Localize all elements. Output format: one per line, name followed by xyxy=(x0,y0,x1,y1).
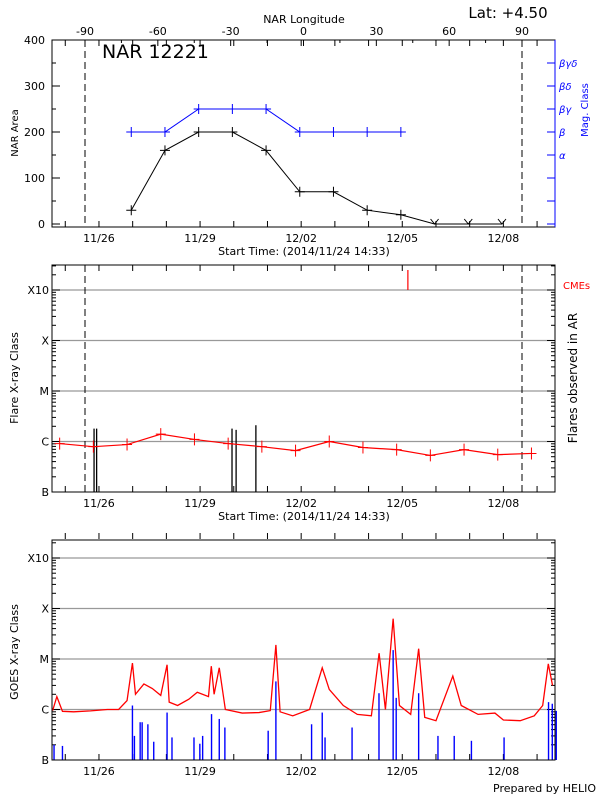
area-point xyxy=(193,127,204,137)
flare-level-point xyxy=(526,447,537,460)
flares-observed-axis-label: Flares observed in AR xyxy=(566,313,580,443)
mag-class-point xyxy=(328,127,339,137)
goes-panel-y-tick-label: M xyxy=(40,653,50,666)
area-y-tick-label: 0 xyxy=(38,218,45,231)
goes-panel-x-tick-label: 12/05 xyxy=(386,765,418,778)
area-point xyxy=(227,127,238,137)
goes-panel-y-tick-label: B xyxy=(41,754,49,767)
flare-panel-x-tick-label: 12/02 xyxy=(285,497,317,510)
goes-panel-y-tick-label: X xyxy=(41,603,49,616)
mag-class-axis-label: Mag. Class xyxy=(580,83,591,137)
flare-level-point xyxy=(54,437,65,450)
mag-class-tick-label: βγδ xyxy=(558,59,577,70)
goes-panel-y-tick-label: X10 xyxy=(27,552,49,565)
longitude-tick-label: -90 xyxy=(76,25,94,38)
area-point xyxy=(328,186,339,197)
longitude-tick-label: -60 xyxy=(149,25,167,38)
flare-level-point xyxy=(256,440,267,453)
mag-class-point xyxy=(395,127,406,137)
goes-panel-frame xyxy=(51,539,556,761)
area-panel-x-tick-label: 11/26 xyxy=(83,232,115,245)
goes-panel-x-tick-label: 11/26 xyxy=(83,765,115,778)
area-point xyxy=(362,205,373,216)
cme-legend-label: CMEs xyxy=(563,281,590,292)
mag-class-point xyxy=(294,127,305,137)
goes-panel-x-tick-label: 11/29 xyxy=(184,765,216,778)
mag-class-point xyxy=(227,104,238,114)
longitude-tick-label: -30 xyxy=(222,25,240,38)
flare-level-point xyxy=(223,437,234,450)
latitude-readout: Lat: +4.50 xyxy=(468,4,547,22)
area-y-axis-label: NAR Area xyxy=(10,109,21,156)
mag-class-tick-label: βδ xyxy=(558,82,572,93)
flare-panel-y-tick-label: M xyxy=(40,385,50,398)
longitude-tick-label: 90 xyxy=(515,25,529,38)
mag-class-tick-label: βγ xyxy=(558,105,572,116)
mag-class-point xyxy=(193,104,204,114)
flare-level-point xyxy=(357,441,368,454)
flare-panel-y-tick-label: B xyxy=(41,486,49,499)
region-title: NAR 12221 xyxy=(102,41,209,63)
flare-level-point xyxy=(425,449,436,462)
flare-level-point xyxy=(122,438,133,451)
goes-y-axis-label: GOES X-ray Class xyxy=(8,604,21,700)
flare-panel-x-tick-label: 11/29 xyxy=(184,497,216,510)
area-point-zero xyxy=(497,218,507,225)
longitude-axis-label: NAR Longitude xyxy=(263,13,345,26)
area-point xyxy=(159,145,170,156)
area-point xyxy=(294,186,305,197)
flare-level-point xyxy=(324,435,335,448)
area-line xyxy=(130,131,502,225)
flare-level-point xyxy=(155,428,166,441)
mag-class-point xyxy=(126,127,137,137)
area-point xyxy=(395,209,406,220)
flare-level-point xyxy=(459,443,470,456)
flare-panel-x-tick-label: 11/26 xyxy=(83,497,115,510)
goes-panel-x-tick-label: 12/02 xyxy=(285,765,317,778)
flare-level-point xyxy=(189,433,200,446)
flare-panel-x-tick-label: 12/08 xyxy=(488,497,520,510)
area-panel-x-tick-label: 12/08 xyxy=(488,232,520,245)
area-panel-x-tick-label: 12/05 xyxy=(386,232,418,245)
flare-y-axis-label: Flare X-ray Class xyxy=(8,332,21,424)
longitude-tick-label: 30 xyxy=(369,25,383,38)
flare-level-point xyxy=(391,443,402,456)
area-point xyxy=(126,205,137,216)
area-y-tick-label: 200 xyxy=(24,126,45,139)
longitude-tick-label: 0 xyxy=(300,25,307,38)
mag-class-point xyxy=(362,127,373,137)
longitude-tick-label: 60 xyxy=(442,25,456,38)
mag-class-point xyxy=(159,127,170,137)
flare-level-point xyxy=(492,448,503,461)
footer-credit: Prepared by HELIO xyxy=(493,782,596,795)
flare-panel-x-tick-label: 12/05 xyxy=(386,497,418,510)
flare-panel-y-tick-label: C xyxy=(41,436,49,449)
area-panel-x-tick-label: 12/02 xyxy=(285,232,317,245)
area-y-tick-label: 400 xyxy=(24,34,45,47)
flare-level-point xyxy=(88,440,99,453)
area-point-zero xyxy=(463,218,473,225)
goes-panel-x-tick-label: 12/08 xyxy=(488,765,520,778)
flare-panel-x-axis-label: Start Time: (2014/11/24 14:33) xyxy=(218,510,390,523)
mag-class-tick-label: α xyxy=(559,151,566,162)
flare-panel-y-tick-label: X10 xyxy=(27,284,49,297)
flare-level-point xyxy=(290,444,301,457)
flare-panel-frame xyxy=(51,264,556,493)
mag-class-tick-label: β xyxy=(558,128,566,139)
goes-flux-line xyxy=(52,618,554,722)
area-point-zero xyxy=(430,218,439,225)
area-y-tick-label: 300 xyxy=(24,80,45,93)
area-y-tick-label: 100 xyxy=(24,172,45,185)
mag-class-point xyxy=(261,104,272,114)
area-panel-x-tick-label: 11/29 xyxy=(184,232,216,245)
flare-panel-y-tick-label: X xyxy=(41,335,49,348)
goes-panel-y-tick-label: C xyxy=(41,704,49,717)
area-point xyxy=(261,145,272,156)
area-panel-x-axis-label: Start Time: (2014/11/24 14:33) xyxy=(218,245,390,258)
